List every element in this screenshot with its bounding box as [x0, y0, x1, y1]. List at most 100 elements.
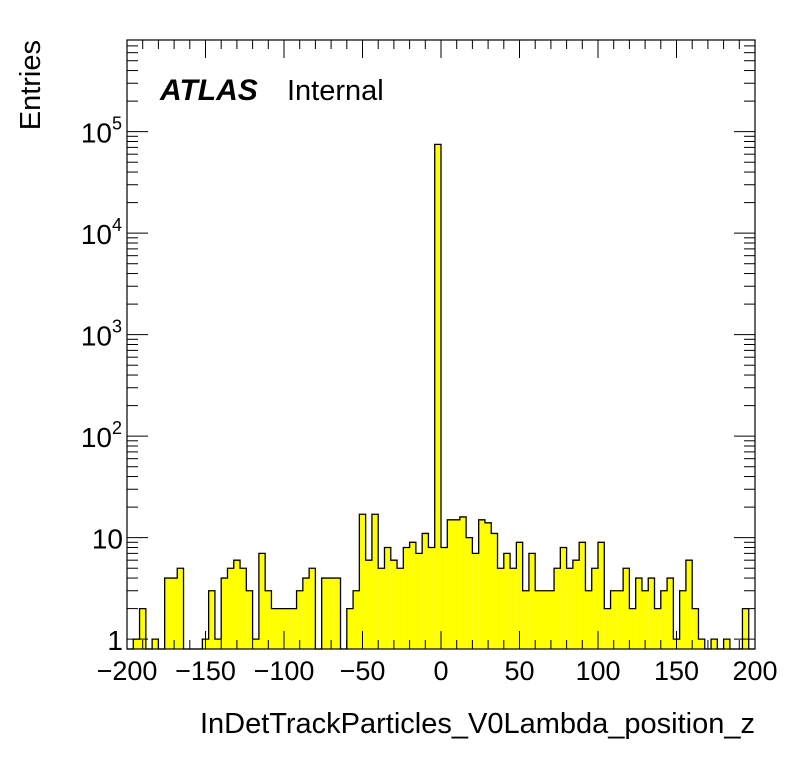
- y-tick-labels: 1 10 102 103 104 105: [81, 114, 123, 656]
- y-tick-label: 105: [81, 114, 122, 149]
- histogram-bar: [321, 578, 328, 649]
- histogram-bar: [133, 639, 140, 649]
- histogram-bar: [560, 547, 567, 649]
- histogram-bar: [277, 608, 284, 649]
- plot-frame: [126, 39, 756, 650]
- histogram-bar: [654, 608, 661, 649]
- histogram-bar: [441, 547, 448, 649]
- histogram-bar: [422, 533, 429, 649]
- histogram-bar: [309, 568, 316, 649]
- histogram-bar: [723, 639, 730, 649]
- histogram-bar: [415, 553, 423, 649]
- histogram-bar: [252, 639, 259, 649]
- histogram-bar: [522, 590, 529, 649]
- histogram-bar: [585, 590, 592, 649]
- x-axis-label: InDetTrackParticles_V0Lambda_position_z: [200, 708, 755, 740]
- histogram-bar: [742, 608, 749, 649]
- histogram-bar: [409, 542, 416, 649]
- x-tick-label: −100: [254, 656, 315, 686]
- histogram-bar: [271, 608, 278, 649]
- histogram-bar: [604, 608, 611, 649]
- histogram-bar: [214, 639, 222, 649]
- histogram-bar: [397, 568, 404, 649]
- histogram-bar: [635, 578, 642, 649]
- histogram-bar: [327, 578, 335, 649]
- internal-label: Internal: [287, 75, 384, 107]
- histogram-bar: [623, 568, 630, 649]
- histogram-bar: [233, 560, 241, 649]
- histogram-bar: [510, 568, 517, 649]
- histogram-bar: [378, 568, 385, 649]
- histogram-bar: [384, 547, 391, 649]
- x-tick-label: −50: [340, 656, 386, 686]
- histogram-bar: [516, 542, 523, 649]
- x-tick-label: 100: [575, 656, 620, 686]
- histogram-bar: [484, 522, 492, 649]
- histogram-bar: [152, 639, 159, 649]
- histogram-bar: [641, 590, 649, 649]
- histogram-bar: [541, 590, 548, 649]
- histogram-outline: [127, 143, 755, 650]
- histogram-bar: [472, 553, 479, 649]
- x-tick-label: −150: [175, 656, 236, 686]
- histogram-bar: [566, 568, 573, 649]
- histogram-bar: [660, 590, 668, 649]
- histogram-bar: [679, 590, 686, 649]
- histogram-bar: [591, 568, 598, 649]
- histogram-bar: [290, 608, 297, 649]
- histogram-bar: [528, 553, 536, 649]
- histogram-bar: [685, 560, 693, 649]
- x-tick-label: −200: [97, 656, 158, 686]
- histogram-bar: [227, 568, 234, 649]
- histogram-bar: [371, 514, 379, 649]
- histogram-bar: [554, 568, 561, 649]
- x-tick-label: 200: [732, 656, 777, 686]
- histogram-bar: [572, 560, 580, 649]
- y-tick-label: 10: [92, 524, 123, 555]
- histogram-bar: [221, 578, 228, 649]
- histogram-bar: [296, 590, 303, 649]
- atlas-label: ATLAS: [159, 74, 258, 107]
- histogram-bar: [447, 519, 454, 649]
- histogram-bar: [428, 547, 435, 649]
- x-tick-label: 0: [433, 656, 448, 686]
- histogram-bar: [170, 578, 178, 649]
- y-axis-label: Entries: [15, 40, 47, 130]
- histogram-bar: [459, 516, 467, 649]
- histogram-bar: [453, 519, 460, 649]
- histogram-bar: [265, 590, 272, 649]
- histogram-bar: [478, 519, 485, 649]
- histogram-bars: [127, 143, 755, 650]
- x-tick-label: 150: [654, 656, 699, 686]
- histogram-bar: [284, 608, 291, 649]
- histogram-bar: [346, 608, 354, 649]
- histogram-bar: [164, 578, 171, 649]
- histogram-bar: [258, 553, 266, 649]
- histogram-bar: [579, 542, 586, 649]
- histogram-bar: [240, 568, 247, 649]
- histogram-bar: [547, 590, 555, 649]
- histogram-bar: [177, 568, 184, 649]
- histogram-bar: [139, 608, 146, 649]
- histogram-bar: [491, 533, 498, 649]
- y-tick-label: 1: [107, 625, 123, 656]
- histogram-bar: [711, 639, 718, 649]
- histogram-bar: [353, 590, 360, 649]
- histogram-bar: [535, 590, 542, 649]
- histogram-bar: [390, 560, 398, 649]
- histogram-bar: [667, 578, 674, 649]
- y-tick-label: 103: [81, 317, 122, 352]
- histogram-bar: [497, 568, 504, 649]
- histogram-bar: [302, 578, 310, 649]
- histogram-bar: [698, 639, 705, 649]
- histogram-bar: [403, 547, 410, 649]
- histogram-bar: [359, 514, 366, 649]
- axis-ticks: [126, 39, 756, 649]
- histogram-bar: [616, 590, 624, 649]
- histogram-bar: [246, 590, 253, 649]
- histogram-bar: [629, 608, 636, 649]
- histogram-bar: [692, 608, 699, 649]
- x-tick-labels: −200 −150 −100 −50 0 50 100 150 200: [97, 656, 778, 686]
- histogram-bar: [503, 553, 511, 649]
